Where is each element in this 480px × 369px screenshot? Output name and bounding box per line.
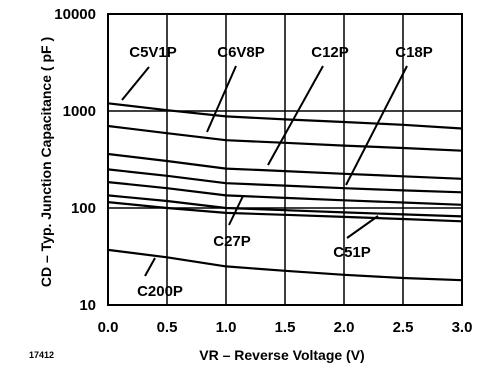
series-label-c5v1p: C5V1P — [129, 44, 177, 61]
series-lines — [107, 102, 463, 282]
data-point-c200p — [343, 273, 345, 276]
data-point-c33p — [284, 209, 286, 212]
y-tick-label: 1000 — [63, 103, 96, 120]
data-point-c12p — [166, 160, 168, 162]
leader-line-c12p — [267, 65, 324, 166]
data-point-c18p — [402, 189, 404, 192]
data-point-c27p — [402, 201, 404, 204]
x-tick-label: 1.5 — [275, 319, 296, 336]
x-axis-label: VR – Reverse Voltage (V) — [199, 347, 364, 363]
data-point-c33p — [166, 200, 168, 202]
leader-line-c27p — [228, 195, 244, 226]
series-label-c27p: C27P — [213, 233, 251, 250]
data-point-c5v1p — [225, 115, 227, 118]
data-point-c200p — [402, 277, 404, 279]
data-point-c27p — [284, 197, 286, 199]
y-tick-label: 10 — [79, 297, 96, 314]
leader-line-c51p — [346, 215, 379, 239]
data-point-c51p — [402, 218, 404, 220]
data-point-c18p — [343, 187, 345, 190]
data-point-c51p — [343, 215, 345, 218]
data-point-c12p — [402, 175, 404, 178]
data-point-c12p — [343, 172, 345, 175]
series-labels: C5V1P C6V8P C12P C18P C27P C51P C200P — [129, 44, 433, 300]
data-point-c27p — [166, 187, 168, 190]
data-point-c5v1p — [284, 118, 286, 121]
x-tick-label: 2.0 — [334, 319, 355, 336]
data-point-c18p — [166, 174, 168, 177]
data-point-c200p — [284, 269, 286, 272]
data-point-c33p — [343, 211, 345, 214]
data-point-c12p — [284, 170, 286, 173]
x-tick-label: 0.0 — [98, 319, 119, 336]
tick-labels: 0.0 0.5 1.0 1.5 2.0 2.5 3.0 10 100 1000 10000 — [54, 6, 472, 336]
data-point-c200p — [225, 265, 227, 268]
data-point-c18p — [284, 184, 286, 187]
data-point-c5v1p — [343, 121, 345, 123]
data-point-c33p — [225, 207, 227, 209]
data-point-c51p — [225, 212, 227, 214]
data-point-c12p — [225, 167, 227, 170]
data-point-c6v8p — [402, 147, 404, 149]
data-point-c6v8p — [343, 144, 345, 147]
figure-id: 17412 — [29, 350, 54, 360]
data-point-c6v8p — [225, 139, 227, 142]
data-point-c51p — [284, 213, 286, 216]
y-tick-label: 10000 — [54, 6, 96, 23]
series-label-c12p: C12P — [311, 44, 349, 61]
x-tick-label: 0.5 — [157, 319, 178, 336]
data-point-c5v1p — [166, 109, 168, 112]
data-point-c27p — [343, 199, 345, 202]
series-label-c18p: C18P — [395, 44, 433, 61]
x-tick-label: 2.5 — [393, 319, 414, 336]
data-point-c27p — [225, 194, 227, 197]
label-leader-lines — [121, 65, 408, 277]
series-label-c51p: C51P — [333, 244, 371, 261]
data-point-c51p — [166, 207, 168, 209]
data-point-c5v1p — [402, 123, 404, 126]
data-point-c18p — [225, 182, 227, 185]
y-tick-label: 100 — [71, 200, 96, 217]
plot-frame — [107, 13, 463, 306]
data-point-c33p — [402, 213, 404, 216]
leader-line-c5v1p — [121, 66, 150, 101]
data-point-c6v8p — [166, 132, 168, 135]
leader-line-c6v8p — [206, 65, 237, 133]
series-label-c6v8p: C6V8P — [217, 44, 265, 61]
leader-line-c18p — [345, 65, 408, 186]
y-axis-label: CD – Typ. Junction Capacitance ( pF ) — [38, 37, 54, 287]
x-tick-label: 3.0 — [452, 319, 473, 336]
data-point-c200p — [166, 256, 168, 259]
x-tick-label: 1.0 — [216, 319, 237, 336]
leader-line-c200p — [144, 257, 156, 277]
data-point-c6v8p — [284, 141, 286, 144]
series-label-c200p: C200P — [137, 283, 183, 300]
